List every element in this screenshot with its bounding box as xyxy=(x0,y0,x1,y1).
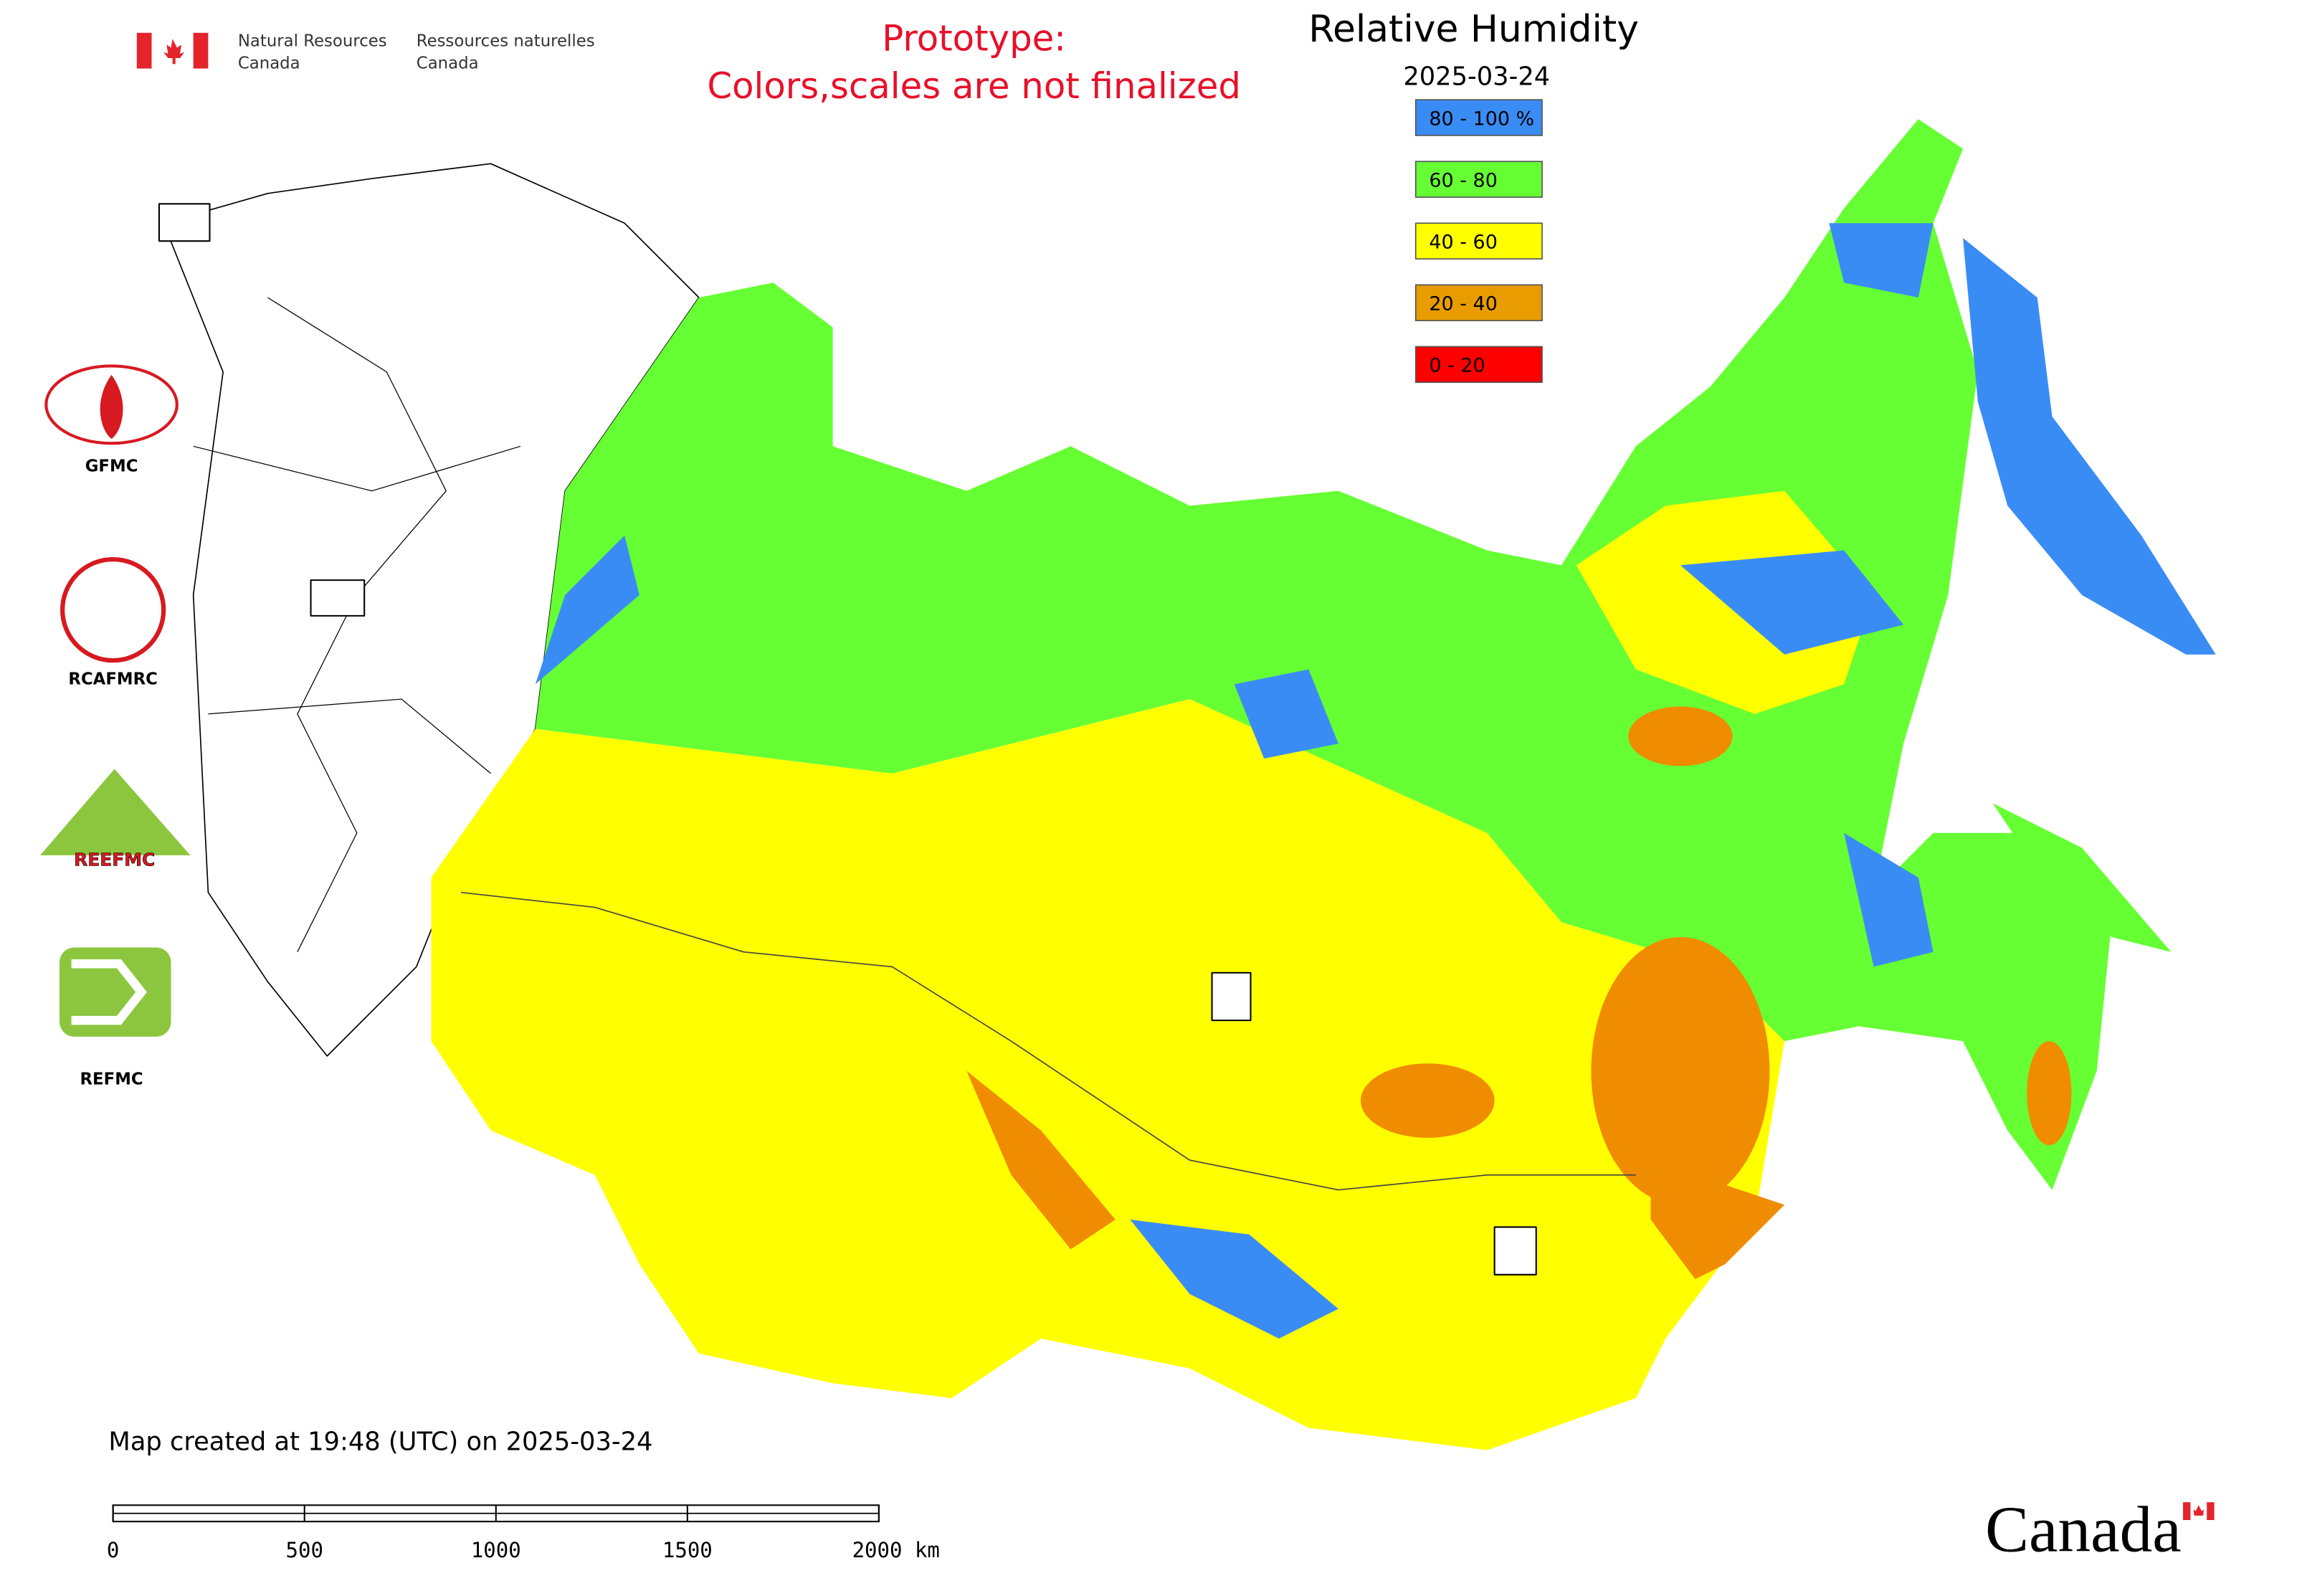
flag-bar xyxy=(2207,1502,2215,1521)
scale-bar-label: 500 xyxy=(285,1538,323,1562)
legend-label: 0 - 20 xyxy=(1429,355,1485,377)
scale-bar: 0 500 1000 1500 2000 km xyxy=(107,1504,940,1562)
station-marker xyxy=(158,203,211,242)
legend: 80 - 100 % 60 - 80 40 - 60 20 - 40 0 - 20 xyxy=(1414,99,1543,384)
logos: GFMC RCAFMRC REEFMC REFMC xyxy=(40,364,191,1088)
map xyxy=(158,119,2216,1450)
flag-bar xyxy=(2183,1502,2191,1521)
logo-refmc xyxy=(59,947,171,1037)
logo-sigma xyxy=(71,959,147,1025)
agency-fr: Canada xyxy=(417,54,479,73)
legend-swatch xyxy=(1414,161,1543,198)
flag-bar xyxy=(193,32,209,69)
logo-label: GFMC xyxy=(85,457,138,476)
maple-leaf xyxy=(2193,1505,2205,1516)
legend-swatch xyxy=(1414,99,1543,136)
date: 2025-03-24 xyxy=(1403,62,1550,91)
notice: Prototype: xyxy=(882,18,1066,60)
legend-label: 40 - 60 xyxy=(1429,232,1497,254)
map-note: Map created at 19:48 (UTC) on 2025-03-24 xyxy=(108,1428,652,1457)
logo-reefmc xyxy=(40,769,191,855)
flag-bar xyxy=(136,32,152,69)
zone-60-80 xyxy=(1992,803,2172,952)
station-marker xyxy=(1493,1226,1537,1276)
zone-20-40 xyxy=(966,1070,1116,1250)
logo-label: RCAFMRC xyxy=(68,670,157,688)
legend-label: 80 - 100 % xyxy=(1429,108,1534,130)
logo-gfmc xyxy=(44,364,179,445)
station-marker xyxy=(1211,972,1252,1022)
scale-bar-label: 1000 xyxy=(471,1538,521,1562)
wordmark: Canada xyxy=(1985,1493,2182,1566)
title: Relative Humidity xyxy=(1308,8,1639,51)
legend-swatch xyxy=(1414,346,1543,384)
country-borders xyxy=(460,891,1636,1191)
logo-label: REFMC xyxy=(80,1070,143,1088)
agency-fr: Ressources naturelles xyxy=(417,32,595,50)
zone-20-40 xyxy=(1650,1160,1785,1280)
legend-label: 60 - 80 xyxy=(1429,169,1497,191)
legend-swatch xyxy=(1414,222,1543,260)
logo-flame xyxy=(100,374,123,440)
zone-20-40 xyxy=(2027,1041,2072,1146)
maple-leaf xyxy=(163,39,185,65)
legend-swatch xyxy=(1414,284,1543,321)
zone-20-40 xyxy=(1360,1063,1495,1138)
station-marker xyxy=(310,579,366,617)
legend-label: 20 - 40 xyxy=(1429,293,1497,315)
notice: Colors,scales are not finalized xyxy=(707,65,1241,107)
zone-20-40 xyxy=(1591,936,1770,1205)
logo-rcafmrc xyxy=(60,556,166,663)
agency-en: Natural Resources xyxy=(238,32,387,50)
scale-bar-label: 0 xyxy=(107,1538,119,1562)
agency-en: Canada xyxy=(238,54,300,73)
logo-label: REEFMC xyxy=(74,849,155,870)
scale-bar-label: 2000 km xyxy=(852,1538,940,1562)
zone-20-40 xyxy=(1628,706,1733,766)
agency-signature: Natural Resources Canada Ressources natu… xyxy=(136,32,595,73)
zone-40-60 xyxy=(431,699,1785,1450)
zone-80-100 xyxy=(1963,238,2216,655)
station-markers xyxy=(158,203,1537,1276)
canada-wordmark: Canada xyxy=(1985,1493,2215,1566)
zone-60-80 xyxy=(535,119,2112,1190)
scale-bar-label: 1500 xyxy=(662,1538,713,1562)
